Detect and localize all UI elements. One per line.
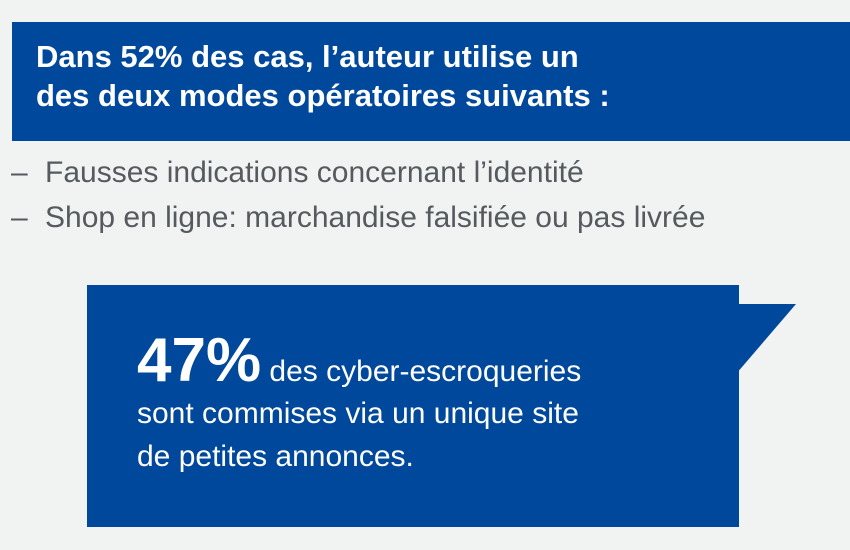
callout-line-1: 47% des cyber-escroqueries	[137, 330, 727, 392]
bullet-item: – Shop en ligne: marchandise falsifiée o…	[11, 195, 705, 240]
callout-text-line-2: sont commises via un unique site	[137, 397, 579, 430]
callout-text: 47% des cyber-escroqueries sont commises…	[137, 330, 727, 478]
bullet-item: – Fausses indications concernant l’ident…	[11, 150, 705, 195]
header-line-2: des deux modes opératoires suivants :	[36, 78, 610, 113]
header-line-1: Dans 52% des cas, l’auteur utilise un	[36, 39, 579, 74]
callout-percentage: 47%	[137, 326, 262, 395]
bullet-list: – Fausses indications concernant l’ident…	[11, 150, 705, 240]
callout-tail	[736, 304, 796, 374]
callout-text-line-1: des cyber-escroqueries	[261, 355, 582, 388]
bullet-text: Shop en ligne: marchandise falsifiée ou …	[45, 201, 706, 234]
callout-box	[87, 285, 739, 527]
bullet-text: Fausses indications concernant l’identit…	[45, 156, 584, 189]
bullet-dash: –	[11, 156, 28, 189]
header-banner: Dans 52% des cas, l’auteur utilise un de…	[12, 22, 850, 141]
bullet-dash: –	[11, 201, 28, 234]
callout-text-line-3: de petites annonces.	[137, 440, 414, 473]
